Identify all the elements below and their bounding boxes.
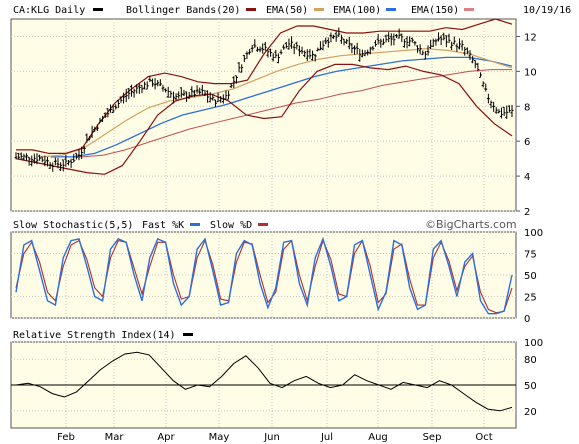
rsi-tick-label: 50 [524, 381, 537, 392]
price-header: CA:KLG Daily Bollinger Bands(20) EMA(50)… [13, 5, 571, 16]
x-tick-label: Aug [368, 432, 388, 443]
ema100-swatch [386, 8, 396, 11]
ema150-swatch [464, 8, 474, 11]
rsi-swatch [183, 333, 193, 336]
ema50-swatch [314, 8, 324, 11]
stochastic-header: Slow Stochastic(5,5) Fast %K Slow %D ©Bi… [13, 218, 517, 231]
stochastic-title: Slow Stochastic(5,5) [13, 220, 133, 231]
bollinger-swatch [246, 8, 256, 11]
stochastic-tick-label: 0 [524, 314, 530, 325]
price-tick-label: 6 [524, 137, 530, 148]
ema150-legend: EMA(150) [411, 5, 459, 16]
price-tick-label: 2 [524, 207, 530, 218]
bollinger-legend: Bollinger Bands(20) [126, 5, 240, 16]
watermark: ©BigCharts.com [425, 218, 517, 231]
x-tick-label: Sep [423, 432, 442, 443]
x-tick-label: Feb [57, 432, 75, 443]
price-tick-label: 8 [524, 102, 530, 113]
stochastic-tick-label: 50 [524, 271, 537, 282]
x-tick-label: May [209, 432, 230, 443]
stochastic-slow-swatch [258, 223, 268, 226]
x-tick-label: Apr [157, 432, 175, 443]
x-tick-label: Jul [320, 432, 333, 443]
stochastic-fast-k-line [15, 236, 513, 315]
stochastic-tick-label: 25 [524, 293, 537, 304]
rsi-y-axis: 20 50 80 100 [524, 338, 543, 418]
price-tick-label: 4 [524, 172, 530, 183]
price-y-axis: 2 4 6 8 10 12 [516, 32, 537, 218]
rsi-tick-label: 100 [524, 338, 543, 349]
chart-date: 10/19/16 [523, 5, 571, 16]
ema100-line [50, 56, 513, 158]
symbol-swatch [93, 8, 103, 11]
bollinger-lower-band [15, 63, 513, 175]
symbol-label: CA:KLG Daily [13, 5, 85, 16]
price-tick-label: 12 [524, 32, 537, 43]
rsi-title: Relative Strength Index(14) [13, 330, 176, 341]
ema50-legend: EMA(50) [266, 5, 308, 16]
x-tick-label: Mar [105, 432, 125, 443]
stochastic-tick-label: 75 [524, 250, 537, 261]
rsi-tick-label: 20 [524, 407, 537, 418]
x-tick-label: Oct [475, 432, 492, 443]
ema100-legend: EMA(100) [333, 5, 381, 16]
stochastic-fast-swatch [190, 223, 200, 226]
rsi-tick-label: 80 [524, 355, 537, 366]
rsi-series [15, 351, 513, 412]
rsi-line [15, 351, 513, 412]
x-tick-label: Jun [263, 432, 280, 443]
stochastic-y-axis: 0 25 50 75 100 [524, 228, 543, 325]
stochastic-slow-label: Slow %D [210, 220, 252, 231]
stochastic-series [15, 236, 513, 315]
price-panel-frame [10, 18, 517, 212]
stochastic-panel: 0 25 50 75 100 [10, 228, 543, 325]
rsi-panel: 20 50 80 100 [10, 338, 543, 429]
stochastic-fast-label: Fast %K [142, 220, 184, 231]
bollinger-upper-band [16, 18, 513, 154]
ema50-line [40, 48, 513, 158]
stochastic-tick-label: 100 [524, 228, 543, 239]
x-axis-months: Feb Mar Apr May Jun Jul Aug Sep Oct [57, 432, 493, 443]
price-tick-label: 10 [524, 67, 537, 78]
rsi-header: Relative Strength Index(14) [13, 330, 193, 341]
price-panel: 2 4 6 8 10 12 [10, 18, 537, 218]
price-series [14, 18, 514, 175]
